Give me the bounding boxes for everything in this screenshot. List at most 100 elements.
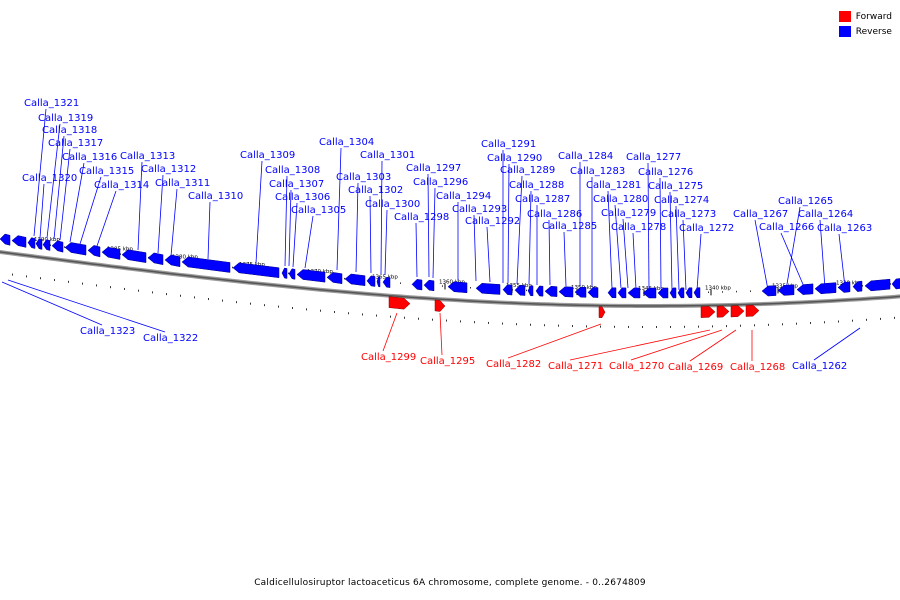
reverse-gene-label[interactable]: Calla_1281 <box>586 180 641 191</box>
reverse-gene-arrow <box>685 287 693 299</box>
minor-tick <box>670 325 671 328</box>
reverse-gene-label[interactable]: Calla_1312 <box>141 164 196 175</box>
reverse-gene-label[interactable]: Calla_1278 <box>611 222 666 233</box>
minor-tick <box>446 319 447 322</box>
reverse-gene-label[interactable]: Calla_1310 <box>188 191 243 202</box>
reverse-gene-label[interactable]: Calla_1280 <box>593 194 648 205</box>
reverse-gene-label[interactable]: Calla_1308 <box>265 165 320 176</box>
reverse-gene-label[interactable]: Calla_1304 <box>319 137 374 148</box>
reverse-gene-label[interactable]: Calla_1289 <box>500 165 555 176</box>
reverse-gene-label[interactable]: Calla_1292 <box>465 216 520 227</box>
reverse-gene-label[interactable]: Calla_1309 <box>240 150 295 161</box>
reverse-gene-arrow <box>87 245 101 258</box>
reverse-gene-label[interactable]: Calla_1284 <box>558 151 613 162</box>
reverse-label-leader <box>207 201 211 260</box>
reverse-gene-label[interactable]: Calla_1276 <box>638 167 693 178</box>
reverse-gene-label[interactable]: Calla_1290 <box>487 153 542 164</box>
reverse-gene-arrow <box>411 279 423 291</box>
reverse-gene-arrow <box>864 278 891 292</box>
reverse-gene-label[interactable]: Calla_1274 <box>654 195 709 206</box>
reverse-gene-label[interactable]: Calla_1263 <box>817 223 872 234</box>
forward-gene-arrow <box>716 305 730 318</box>
reverse-gene-label[interactable]: Calla_1275 <box>648 181 703 192</box>
reverse-gene-arrow <box>642 287 657 299</box>
reverse-gene-label[interactable]: Calla_1265 <box>778 196 833 207</box>
reverse-gene-label[interactable]: Calla_1302 <box>348 185 403 196</box>
forward-gene-arrow <box>388 296 411 310</box>
reverse-gene-label[interactable]: Calla_1317 <box>48 138 103 149</box>
minor-tick <box>306 308 307 311</box>
reverse-gene-arrow <box>382 276 391 288</box>
minor-tick <box>530 323 531 326</box>
reverse-gene-label[interactable]: Calla_1291 <box>481 139 536 150</box>
forward-gene-arrow <box>434 299 446 312</box>
reverse-gene-label[interactable]: Calla_1294 <box>436 191 491 202</box>
reverse-gene-label[interactable]: Calla_1277 <box>626 152 681 163</box>
minor-tick <box>288 272 289 275</box>
reverse-gene-label[interactable]: Calla_1279 <box>601 208 656 219</box>
legend: Forward Reverse <box>838 9 892 39</box>
reverse-gene-label[interactable]: Calla_1293 <box>452 204 507 215</box>
forward-gene-label[interactable]: Calla_1295 <box>420 356 475 367</box>
reverse-label-leader <box>507 163 510 284</box>
minor-tick <box>138 289 139 292</box>
reverse-gene-label[interactable]: Calla_1300 <box>365 199 420 210</box>
minor-tick <box>376 314 377 317</box>
reverse-gene-label[interactable]: Calla_1303 <box>336 172 391 183</box>
minor-tick <box>400 282 401 284</box>
minor-tick <box>516 323 517 326</box>
minor-tick <box>526 289 527 292</box>
reverse-gene-label[interactable]: Calla_1287 <box>515 194 570 205</box>
reverse-gene-label[interactable]: Calla_1318 <box>42 125 97 136</box>
minor-tick <box>68 280 69 283</box>
reverse-gene-label[interactable]: Calla_1296 <box>413 177 468 188</box>
reverse-gene-label[interactable]: Calla_1297 <box>406 163 461 174</box>
reverse-gene-arrow <box>514 284 526 296</box>
reverse-label-leader <box>647 162 650 290</box>
reverse-gene-label[interactable]: Calla_1322 <box>143 333 198 344</box>
reverse-gene-label[interactable]: Calla_1283 <box>570 166 625 177</box>
minor-tick <box>862 285 863 287</box>
reverse-label-leader <box>284 175 288 267</box>
reverse-gene-arrow <box>693 287 701 298</box>
reverse-gene-label[interactable]: Calla_1319 <box>38 113 93 124</box>
minor-tick <box>474 321 475 324</box>
reverse-gene-label[interactable]: Calla_1311 <box>155 178 210 189</box>
reverse-gene-label[interactable]: Calla_1323 <box>80 326 135 337</box>
reverse-gene-label[interactable]: Calla_1314 <box>94 180 149 191</box>
forward-gene-label[interactable]: Calla_1299 <box>361 352 416 363</box>
reverse-gene-label[interactable]: Calla_1320 <box>22 173 77 184</box>
reverse-gene-label[interactable]: Calla_1321 <box>24 98 79 109</box>
forward-gene-label[interactable]: Calla_1268 <box>730 362 785 373</box>
reverse-gene-label[interactable]: Calla_1298 <box>394 212 449 223</box>
reverse-gene-label[interactable]: Calla_1262 <box>792 361 847 372</box>
reverse-gene-label[interactable]: Calla_1306 <box>275 192 330 203</box>
reverse-gene-label[interactable]: Calla_1313 <box>120 151 175 162</box>
reverse-gene-label[interactable]: Calla_1301 <box>360 150 415 161</box>
reverse-gene-label[interactable]: Calla_1273 <box>661 209 716 220</box>
reverse-gene-label[interactable]: Calla_1286 <box>527 209 582 220</box>
forward-gene-label[interactable]: Calla_1271 <box>548 361 603 372</box>
reverse-gene-arrow <box>35 238 43 250</box>
reverse-gene-label[interactable]: Calla_1264 <box>798 209 853 220</box>
reverse-label-leader <box>516 175 523 285</box>
reverse-gene-label[interactable]: Calla_1267 <box>733 209 788 220</box>
reverse-gene-label[interactable]: Calla_1285 <box>542 221 597 232</box>
reverse-gene-label[interactable]: Calla_1272 <box>679 223 734 234</box>
minor-tick <box>124 287 125 290</box>
forward-gene-label[interactable]: Calla_1270 <box>609 361 664 372</box>
reverse-gene-label[interactable]: Calla_1315 <box>79 166 134 177</box>
reverse-gene-label[interactable]: Calla_1307 <box>269 179 324 190</box>
reverse-gene-label[interactable]: Calla_1305 <box>291 205 346 216</box>
reverse-gene-label[interactable]: Calla_1266 <box>759 222 814 233</box>
forward-gene-label[interactable]: Calla_1282 <box>486 359 541 370</box>
reverse-gene-arrow <box>376 276 381 288</box>
genome-backbone <box>0 249 900 308</box>
minor-tick <box>698 325 699 328</box>
forward-gene-label[interactable]: Calla_1269 <box>668 362 723 373</box>
reverse-gene-label[interactable]: Calla_1288 <box>509 180 564 191</box>
minor-tick <box>442 285 443 287</box>
reverse-gene-label[interactable]: Calla_1316 <box>62 152 117 163</box>
forward-label-leader <box>689 329 737 362</box>
